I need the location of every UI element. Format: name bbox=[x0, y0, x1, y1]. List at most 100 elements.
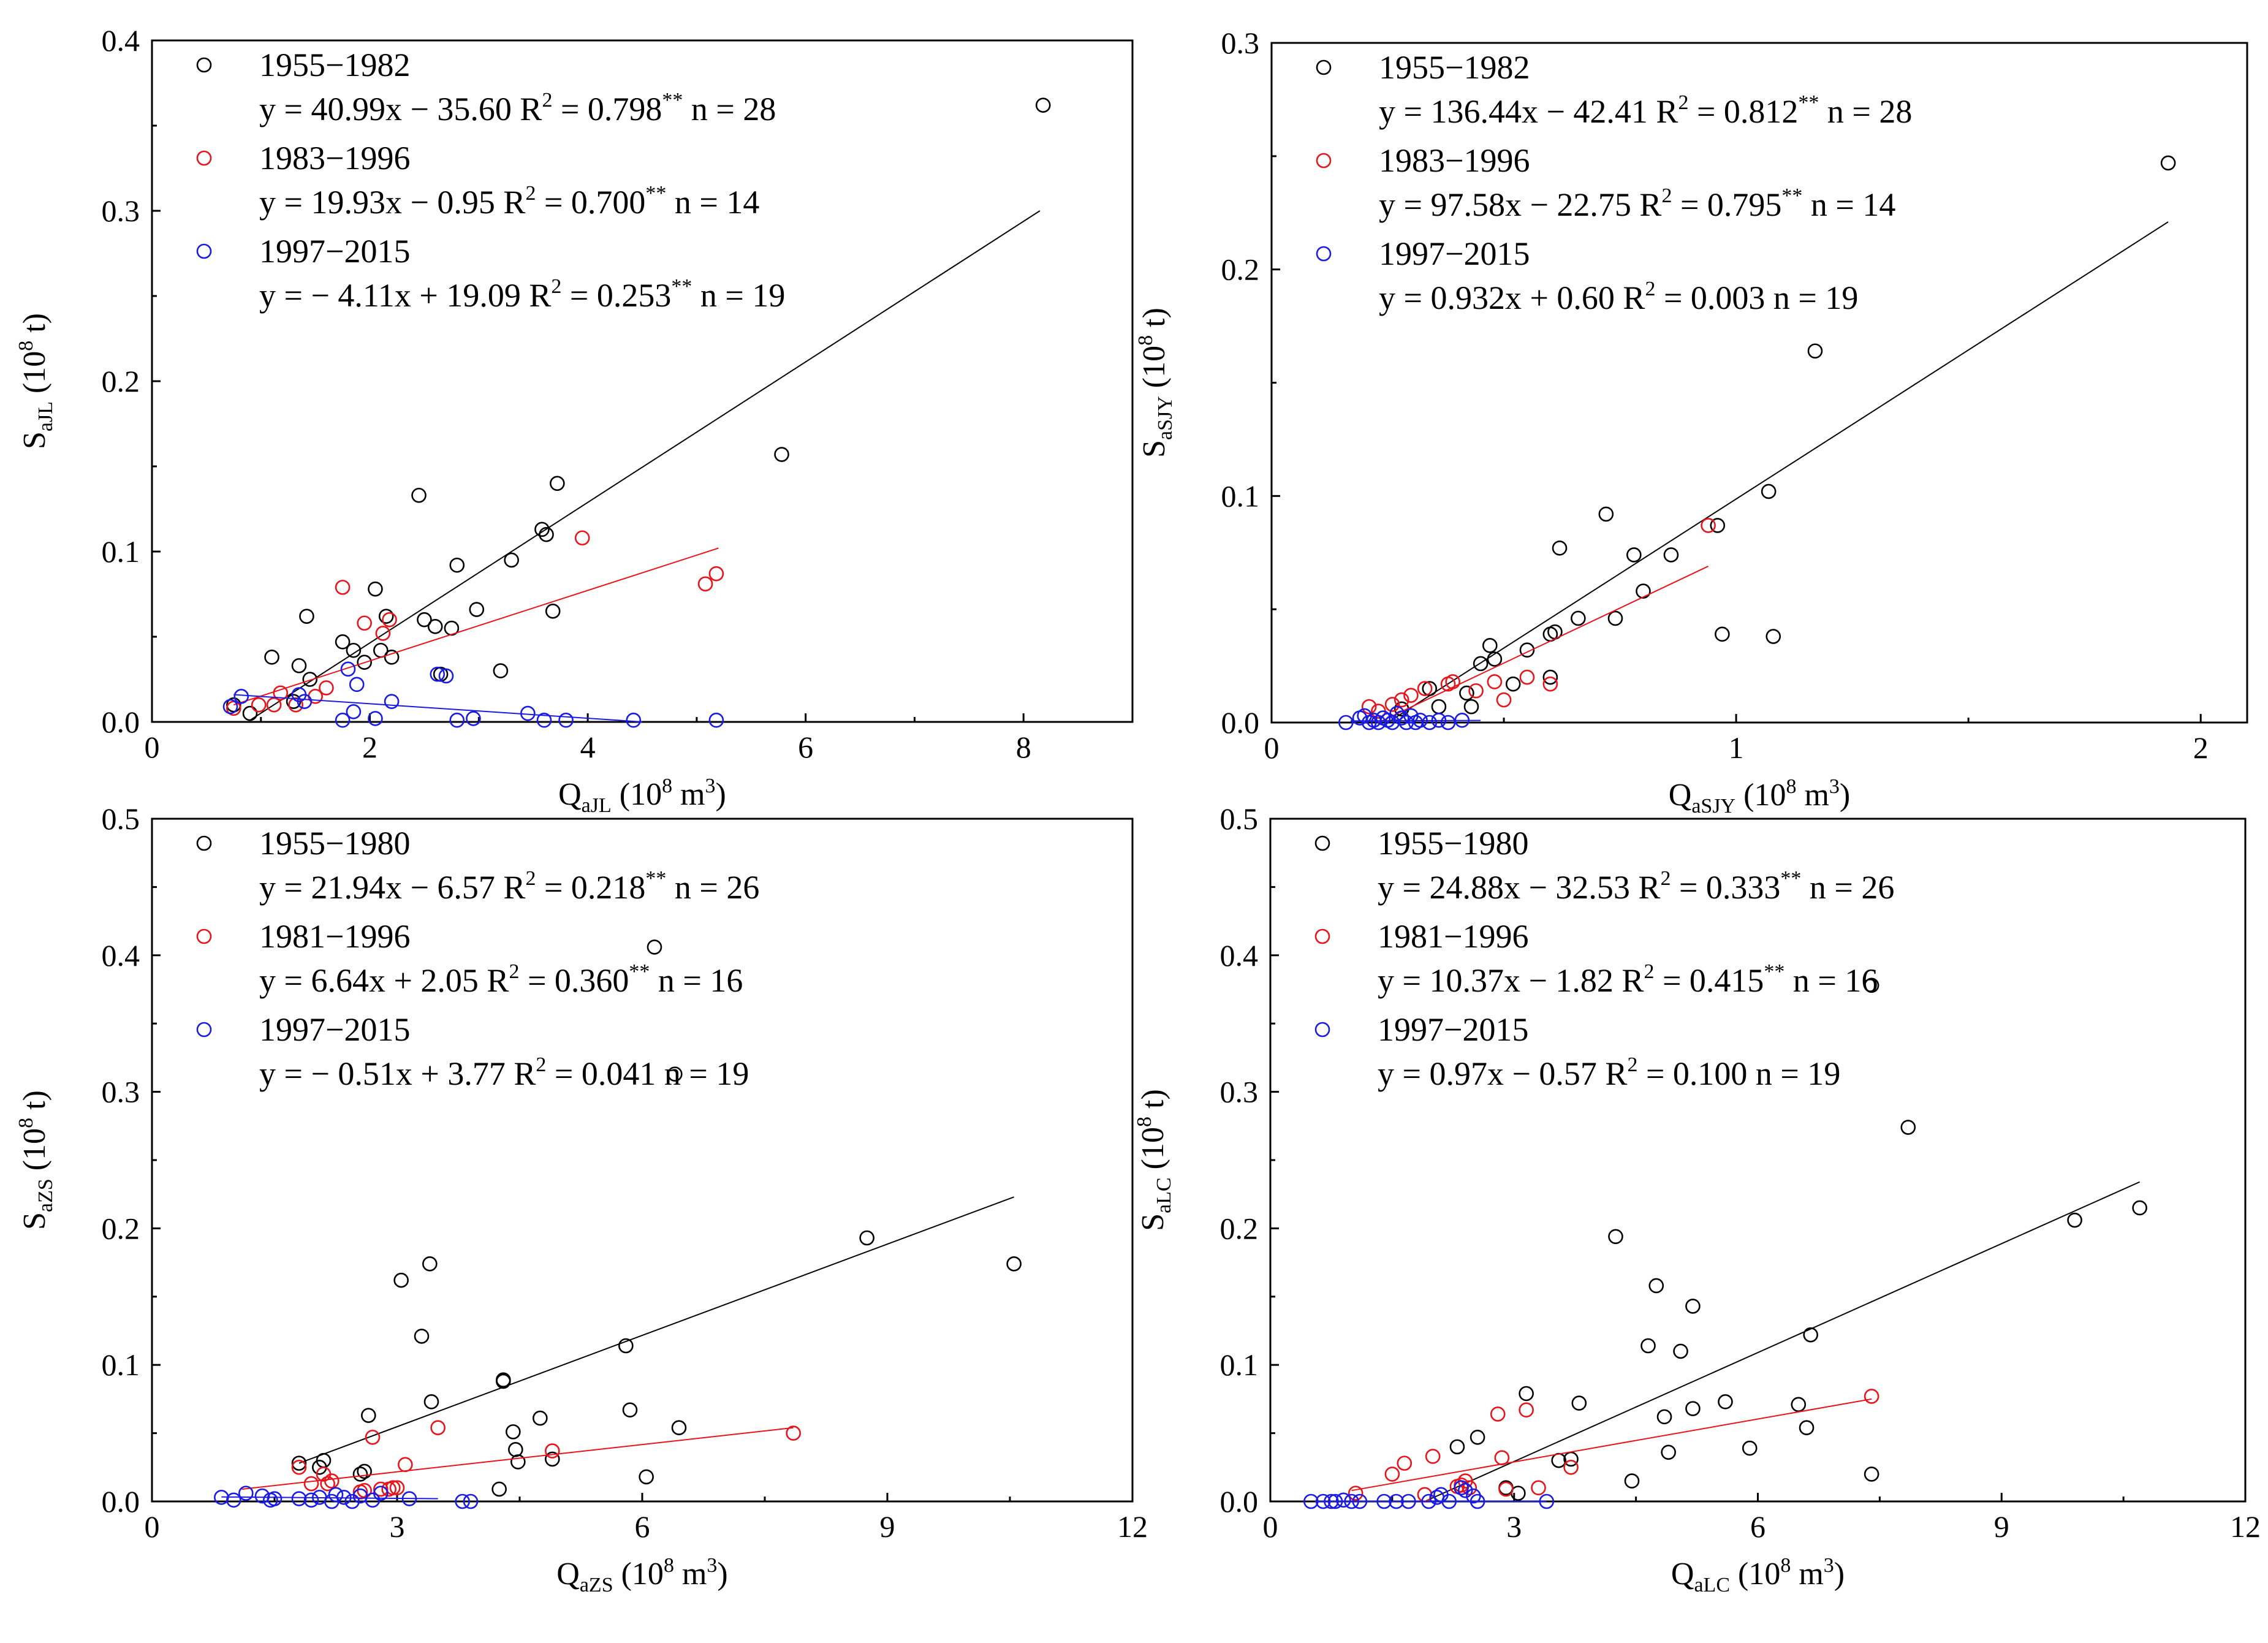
data-point bbox=[545, 1443, 560, 1459]
data-point bbox=[335, 580, 351, 595]
fit-line bbox=[233, 694, 643, 723]
data-point bbox=[251, 697, 267, 713]
fit-line bbox=[233, 547, 719, 706]
data-point bbox=[398, 1457, 413, 1473]
y-tick-label: 0.0 bbox=[1220, 1484, 1259, 1519]
data-point bbox=[1462, 1480, 1477, 1496]
y-tick-label: 0.1 bbox=[1221, 479, 1260, 513]
data-point bbox=[1431, 713, 1447, 728]
data-point bbox=[1403, 688, 1419, 703]
data-point bbox=[1463, 699, 1479, 715]
data-point bbox=[2132, 1200, 2147, 1216]
data-point bbox=[368, 711, 383, 726]
data-point bbox=[1449, 1439, 1465, 1455]
data-point bbox=[1542, 676, 1558, 692]
fit-line bbox=[1424, 1181, 2141, 1502]
data-point bbox=[1799, 1420, 1815, 1435]
series-1955−1982 bbox=[226, 97, 1051, 721]
data-point bbox=[1571, 1395, 1587, 1411]
legend-marker bbox=[196, 928, 212, 944]
x-tick-label: 0 bbox=[1264, 730, 1280, 765]
legend-period: 1955−1982 bbox=[259, 47, 410, 83]
data-point bbox=[422, 1256, 438, 1272]
x-axis-title: QaZS (108 m3) bbox=[556, 1554, 727, 1596]
legend-period: 1997−2015 bbox=[259, 233, 410, 270]
data-point bbox=[539, 526, 554, 542]
x-tick-label: 2 bbox=[362, 730, 377, 764]
data-point bbox=[1563, 1460, 1579, 1475]
data-point bbox=[1715, 626, 1730, 642]
y-tick-label: 0.0 bbox=[102, 1484, 140, 1519]
data-point bbox=[2067, 1212, 2082, 1228]
data-point bbox=[1425, 1449, 1441, 1464]
x-tick-label: 0 bbox=[145, 1509, 160, 1544]
data-point bbox=[357, 655, 372, 670]
y-tick-label: 0.4 bbox=[102, 938, 140, 973]
data-point bbox=[375, 626, 391, 641]
y-tick-label: 0.1 bbox=[102, 534, 140, 569]
data-point bbox=[1445, 674, 1460, 689]
x-tick-label: 2 bbox=[2193, 730, 2209, 765]
data-point bbox=[414, 1329, 430, 1344]
data-point bbox=[302, 672, 318, 687]
panel-LC: 0 3 6 9 12 0.0 0.1 0.2 0.3 0.4 0.5 QaLC (108 m3) SaL… bbox=[1133, 802, 2261, 1596]
y-tick-label: 0.0 bbox=[102, 705, 140, 739]
data-point bbox=[1457, 1482, 1473, 1498]
y-tick-label: 0.2 bbox=[1220, 1211, 1259, 1245]
data-point bbox=[368, 581, 383, 597]
legend-period: 1997−2015 bbox=[1378, 1011, 1528, 1048]
data-point bbox=[393, 1272, 409, 1288]
data-point bbox=[1626, 547, 1642, 563]
data-point bbox=[1531, 1480, 1546, 1496]
legend-marker bbox=[196, 1022, 212, 1038]
data-point bbox=[1900, 1120, 1916, 1135]
data-point bbox=[533, 1410, 548, 1426]
x-axis-title: QaJL (108 m3) bbox=[558, 775, 726, 817]
data-point bbox=[1440, 715, 1456, 730]
data-point bbox=[299, 609, 314, 624]
x-tick-label: 9 bbox=[1994, 1509, 2009, 1544]
data-point bbox=[1413, 713, 1428, 728]
legend-marker bbox=[196, 150, 212, 166]
data-point bbox=[1336, 1492, 1351, 1508]
data-point bbox=[427, 619, 443, 634]
legend-marker bbox=[196, 835, 212, 851]
data-point bbox=[378, 609, 394, 624]
data-point bbox=[382, 612, 397, 628]
data-point bbox=[708, 566, 724, 582]
data-point bbox=[335, 634, 351, 650]
data-point bbox=[1338, 715, 1354, 730]
data-point bbox=[349, 677, 365, 692]
data-point bbox=[1701, 518, 1716, 533]
series-1997−2015 bbox=[1338, 705, 1481, 730]
data-point bbox=[1431, 699, 1447, 715]
data-point bbox=[266, 697, 282, 713]
data-point bbox=[493, 663, 509, 678]
data-point bbox=[1718, 1394, 1733, 1410]
fit-line bbox=[249, 210, 1041, 721]
data-point bbox=[365, 1492, 381, 1508]
data-point bbox=[1454, 1480, 1469, 1496]
data-point bbox=[242, 705, 258, 721]
x-axis-title: QaSJY (108 m3) bbox=[1669, 775, 1850, 818]
data-point bbox=[401, 1491, 417, 1506]
data-point bbox=[1648, 1278, 1664, 1294]
data-point bbox=[1519, 1386, 1534, 1402]
data-point bbox=[671, 1420, 687, 1435]
data-point bbox=[534, 522, 550, 537]
data-point bbox=[1394, 710, 1409, 726]
data-point bbox=[667, 1066, 683, 1082]
data-point bbox=[384, 650, 400, 665]
legend-marker bbox=[196, 57, 212, 73]
legend-period: 1981−1996 bbox=[259, 918, 410, 955]
data-point bbox=[1324, 1493, 1339, 1509]
data-point bbox=[618, 1338, 634, 1354]
data-point bbox=[1422, 681, 1438, 696]
legend-period: 1955−1980 bbox=[259, 825, 410, 862]
legend-equation: y = 21.94x − 6.57 R2 = 0.218** n = 26 bbox=[259, 867, 759, 906]
x-tick-label: 0 bbox=[145, 730, 160, 764]
data-point bbox=[411, 487, 427, 503]
data-point bbox=[381, 1481, 396, 1497]
data-point bbox=[384, 694, 400, 709]
data-point bbox=[336, 1490, 352, 1505]
